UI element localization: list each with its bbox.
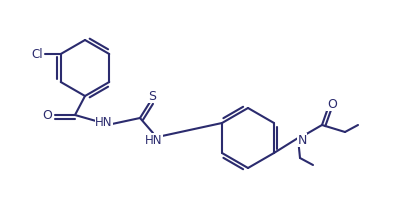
- Text: O: O: [327, 97, 337, 110]
- Text: Cl: Cl: [31, 47, 42, 60]
- Text: HN: HN: [95, 116, 113, 129]
- Text: HN: HN: [145, 134, 163, 147]
- Text: O: O: [42, 109, 52, 122]
- Text: N: N: [297, 134, 307, 147]
- Text: S: S: [148, 89, 156, 102]
